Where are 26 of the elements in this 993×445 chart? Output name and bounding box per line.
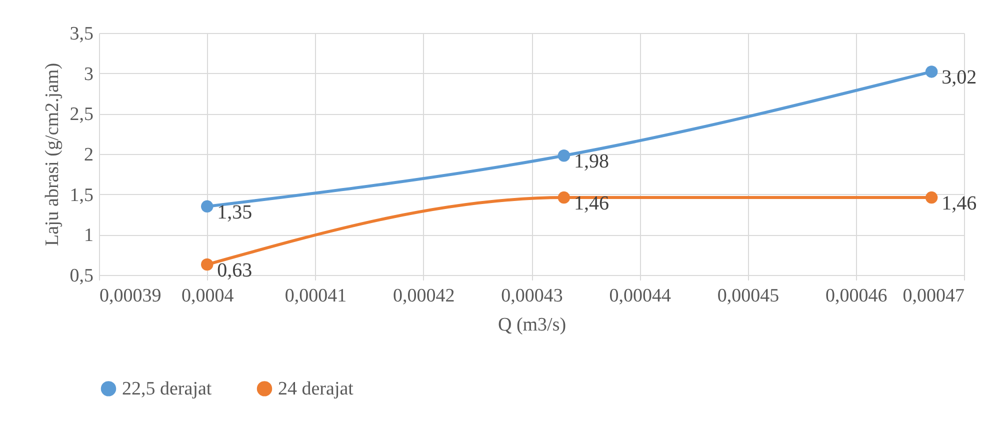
x-tick-label: 0,00047 <box>902 286 964 306</box>
y-tick-label: 1 <box>84 225 94 246</box>
x-tick-label: 0,00046 <box>826 286 888 306</box>
x-tick-label: 0,00044 <box>609 286 672 306</box>
legend-label: 24 derajat <box>278 378 354 400</box>
x-tick-label: 0,00043 <box>501 286 563 306</box>
x-tick-label: 0,00041 <box>284 286 347 306</box>
x-axis-title: Q (m3/s) <box>498 314 566 336</box>
data-label: 3,02 <box>942 66 977 89</box>
y-axis-title: Laju abrasi (g/cm2.jam) <box>42 62 63 246</box>
data-label: 1,35 <box>217 201 252 224</box>
x-tick-label: 0,00042 <box>393 286 455 306</box>
legend-label: 22,5 derajat <box>122 378 212 400</box>
y-tick-label: 2,5 <box>70 104 94 126</box>
y-tick-label: 3 <box>84 64 94 85</box>
x-tick-label: 0,0004 <box>182 286 234 306</box>
y-tick-label: 0,5 <box>70 266 94 286</box>
data-label: 1,46 <box>942 192 977 215</box>
data-label: 1,46 <box>574 192 609 215</box>
y-tick-label: 3,5 <box>70 24 94 44</box>
data-label: 1,98 <box>574 150 609 173</box>
x-tick-label: 0,00039 <box>100 286 162 306</box>
x-tick-label: 0,00045 <box>717 286 780 306</box>
data-label: 0,63 <box>217 260 252 282</box>
y-tick-label: 2 <box>84 144 94 166</box>
y-tick-label: 1,5 <box>70 184 94 206</box>
